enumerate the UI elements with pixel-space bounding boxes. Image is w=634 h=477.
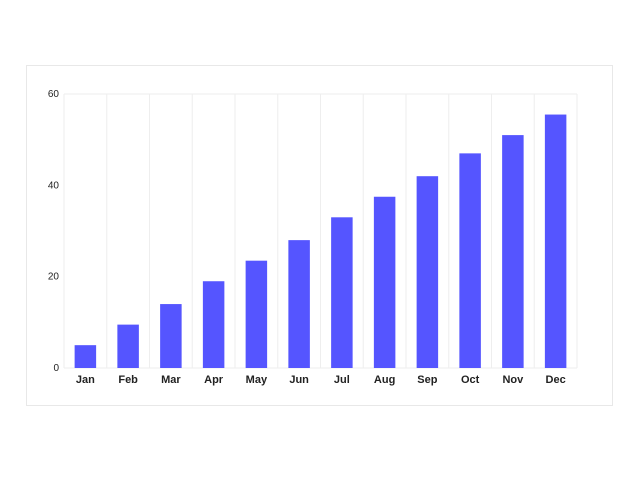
bar-nov[interactable] (502, 135, 524, 368)
bar-mar[interactable] (160, 304, 182, 368)
x-tick-label: Nov (502, 374, 524, 386)
bar-jun[interactable] (288, 240, 310, 368)
bar-jul[interactable] (331, 217, 353, 368)
x-tick-label: Oct (461, 374, 480, 386)
x-tick-label: May (246, 374, 268, 386)
bar-oct[interactable] (459, 153, 481, 368)
bars (74, 114, 567, 368)
bar-dec[interactable] (544, 114, 567, 368)
x-tick-label: Dec (546, 374, 566, 386)
bar-feb[interactable] (117, 324, 139, 368)
bar-may[interactable] (245, 260, 268, 368)
x-tick-label: Sep (417, 374, 437, 386)
x-tick-label: Apr (204, 374, 224, 386)
bar-jan[interactable] (74, 345, 97, 368)
y-tick-label: 0 (53, 363, 59, 374)
y-tick-label: 40 (48, 180, 60, 191)
x-tick-label: Jan (76, 374, 95, 386)
x-axis-ticks: Jan Feb Mar Apr May Jun Jul Aug Sep Oct Nov Dec (76, 374, 566, 386)
y-tick-label: 60 (48, 89, 60, 100)
bar-aug[interactable] (373, 196, 396, 368)
grid-lines (63, 93, 578, 369)
x-tick-label: Jun (289, 374, 309, 386)
bar-apr[interactable] (202, 281, 225, 368)
y-tick-label: 20 (48, 272, 60, 283)
x-tick-label: Jul (334, 374, 350, 386)
x-tick-label: Feb (118, 374, 138, 386)
x-tick-label: Aug (374, 374, 395, 386)
bar-sep[interactable] (416, 176, 439, 368)
y-axis-ticks: 0 20 40 60 (48, 89, 60, 374)
x-tick-label: Mar (161, 374, 181, 386)
